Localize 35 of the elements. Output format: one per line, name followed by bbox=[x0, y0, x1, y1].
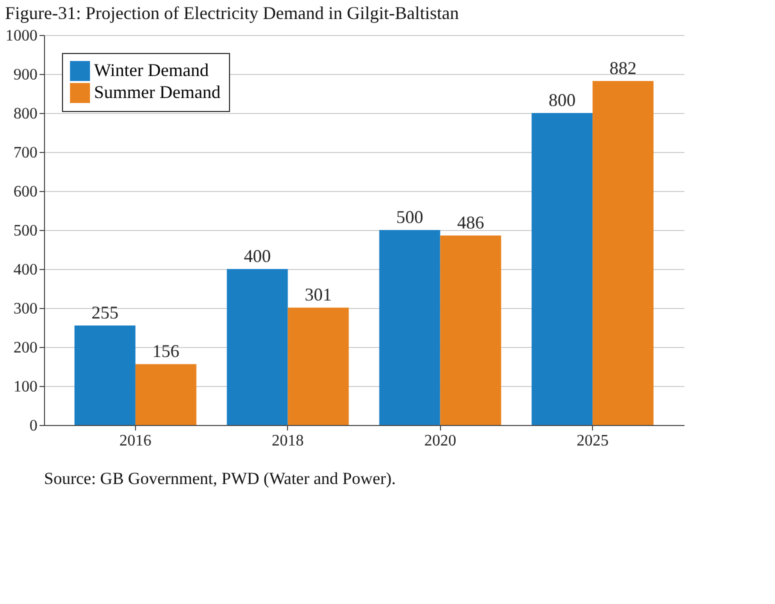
x-tick-label: 2018 bbox=[272, 432, 304, 450]
data-label: 800 bbox=[548, 90, 576, 110]
data-label: 255 bbox=[91, 302, 118, 323]
y-tick-label: 1000 bbox=[6, 28, 38, 44]
bar bbox=[532, 113, 593, 425]
bar bbox=[135, 364, 196, 425]
source-note: Source: GB Government, PWD (Water and Power). bbox=[44, 469, 396, 488]
chart-title: Figure-31: Projection of Electricity Demand in Gilgit-Baltistan bbox=[5, 3, 459, 23]
y-tick-label: 500 bbox=[14, 222, 38, 240]
bar bbox=[288, 308, 349, 425]
data-label: 486 bbox=[457, 212, 484, 232]
y-tick-label: 600 bbox=[14, 184, 38, 200]
bar bbox=[74, 326, 136, 425]
y-tick-label: 200 bbox=[14, 340, 38, 356]
y-tick-label: 0 bbox=[30, 418, 38, 434]
legend-label: Winter Demand bbox=[94, 60, 209, 80]
x-tick-label: 2016 bbox=[119, 432, 152, 450]
data-label: 156 bbox=[152, 341, 180, 362]
y-tick-label: 700 bbox=[14, 144, 38, 162]
bar bbox=[440, 235, 502, 425]
bar bbox=[226, 269, 288, 425]
data-label: 500 bbox=[396, 207, 424, 227]
y-tick-label: 900 bbox=[14, 66, 38, 84]
data-label: 400 bbox=[244, 246, 271, 266]
bar bbox=[592, 81, 654, 425]
data-label: 301 bbox=[304, 284, 332, 305]
y-tick-label: 800 bbox=[14, 106, 38, 122]
y-tick-label: 300 bbox=[14, 300, 38, 318]
y-tick-label: 100 bbox=[14, 378, 38, 396]
bar bbox=[379, 230, 440, 425]
y-tick-label: 400 bbox=[14, 262, 38, 278]
x-tick-label: 2025 bbox=[576, 432, 609, 450]
data-label: 882 bbox=[610, 58, 637, 78]
legend-label: Summer Demand bbox=[94, 82, 220, 102]
x-tick-label: 2020 bbox=[424, 432, 456, 450]
